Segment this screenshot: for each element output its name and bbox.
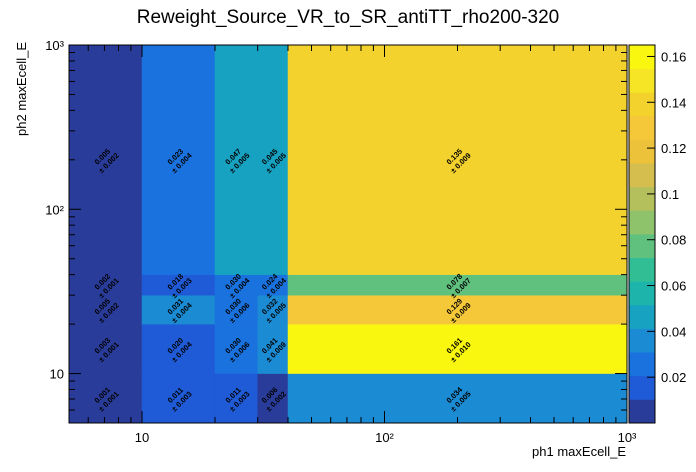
colorbar-frame [628,44,656,424]
heatmap-cell [141,294,216,325]
colorbar-segment [629,92,655,117]
heatmap-cell [257,44,289,275]
y-tick-label: 10³ [45,38,64,53]
heatmap-cell [287,44,628,275]
x-tick-label: 10³ [618,430,637,445]
colorbar-segment [629,139,655,164]
heatmap-cell [287,294,628,325]
plot-frame [68,44,628,424]
colorbar-tick-label: 0.12 [661,141,686,156]
colorbar-segment [629,45,655,70]
heatmap-cell [214,294,258,325]
axes: 10 10² 10³ 10 10² 10³ [45,38,637,445]
chart-title: Reweight_Source_VR_to_SR_antiTT_rho200-3… [137,7,559,28]
colorbar-segment [629,352,655,377]
colorbar-segment [629,115,655,140]
colorbar-tick-label: 0.16 [661,49,686,64]
colorbar-segment [629,281,655,306]
colorbar: 0.02 0.04 0.06 0.08 0.1 0.12 0.14 0.16 [628,44,686,424]
heatmap-cell [141,323,216,374]
heatmap-cell [141,44,216,275]
heatmap-cell [287,323,628,374]
colorbar-segment [629,257,655,282]
heatmap-cell [287,373,628,424]
y-axis-title: ph2 maxEcell_E [14,42,29,136]
x-axis-title: ph1 maxEcell_E [532,444,626,459]
x-tick-label: 10 [135,430,149,445]
colorbar-segment [629,328,655,353]
colorbar-tick-label: 0.1 [661,187,679,202]
colorbar-tick-label: 0.04 [661,324,686,339]
y-tick-label: 10² [45,202,64,217]
heatmap-cells [68,44,628,424]
x-tick-label: 10² [375,430,394,445]
colorbar-segment [629,304,655,329]
colorbar-tick-label: 0.06 [661,279,686,294]
heatmap-cell [68,373,143,424]
heatmap-cell [141,373,216,424]
colorbar-segment [629,68,655,93]
heatmap-cell [68,323,143,374]
heatmap-cell [257,373,289,424]
colorbar-segment [629,210,655,235]
colorbar-tick-label: 0.02 [661,370,686,385]
heatmap-cell [214,323,258,374]
heatmap-cell [257,323,289,374]
colorbar-segment [629,234,655,259]
colorbar-segment [629,163,655,188]
colorbar-segment [629,399,655,424]
colorbar-segment [629,186,655,211]
y-tick-label: 10 [50,367,64,382]
colorbar-tick-label: 0.08 [661,233,686,248]
colorbar-segment [629,375,655,400]
colorbar-tick-label: 0.14 [661,95,686,110]
heatmap-cell [214,44,258,275]
